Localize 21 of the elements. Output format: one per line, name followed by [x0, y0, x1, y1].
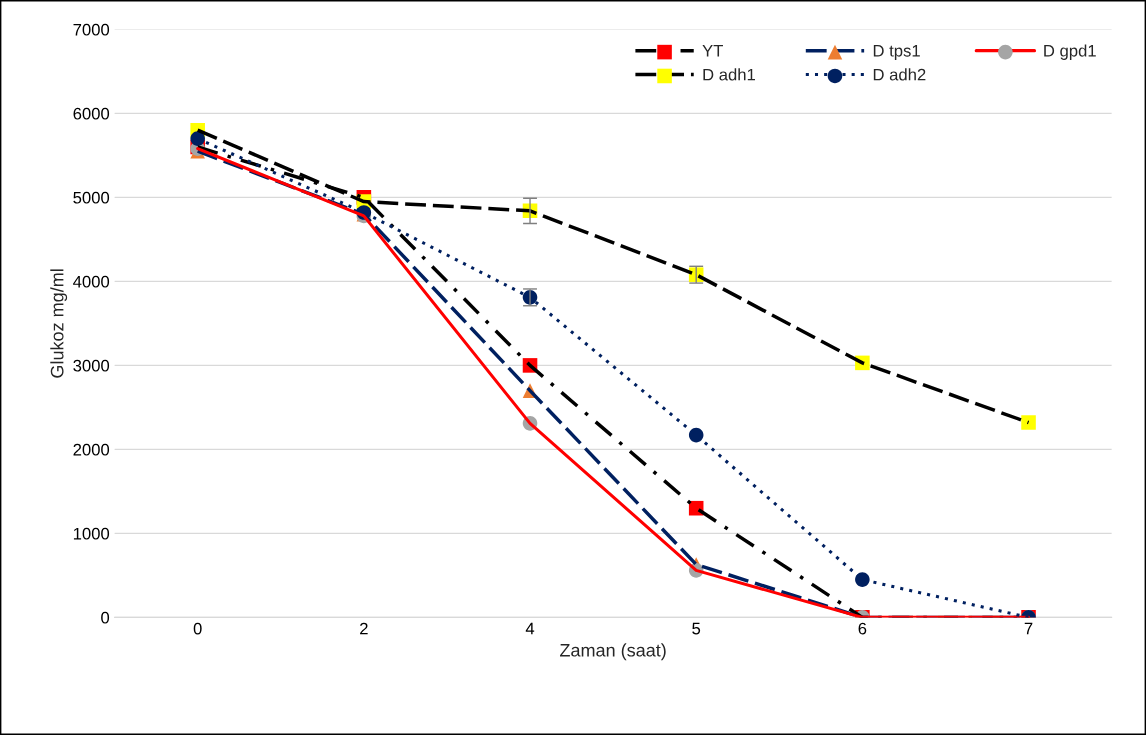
x-tick-label: 6 [858, 622, 867, 635]
y-tick-label: 6000 [73, 107, 110, 120]
x-tick-label: 5 [692, 622, 701, 635]
y-tick-label: 4000 [73, 275, 110, 288]
legend-label: D gpd1 [1044, 44, 1096, 60]
y-tick-label: 2000 [73, 443, 110, 456]
legend-label: D adh2 [873, 68, 926, 81]
y-tick-label: 5000 [73, 191, 110, 204]
x-axis-title: Zaman (saat) [560, 643, 666, 661]
y-tick-label: 0 [101, 611, 110, 624]
x-tick-label: 7 [1024, 622, 1033, 635]
legend-label: D tps1 [873, 45, 920, 60]
x-tick-label: 0 [193, 622, 202, 635]
legend-label: YT [702, 45, 723, 57]
x-tick-label: 2 [360, 622, 368, 635]
y-axis-title: Glukoz mg/ml [50, 269, 68, 378]
y-tick-label: 1000 [73, 527, 110, 540]
legend-label: D adh1 [703, 68, 755, 81]
y-tick-label: 7000 [73, 23, 110, 36]
x-tick-label: 4 [525, 622, 535, 635]
y-tick-label: 3000 [73, 359, 110, 372]
